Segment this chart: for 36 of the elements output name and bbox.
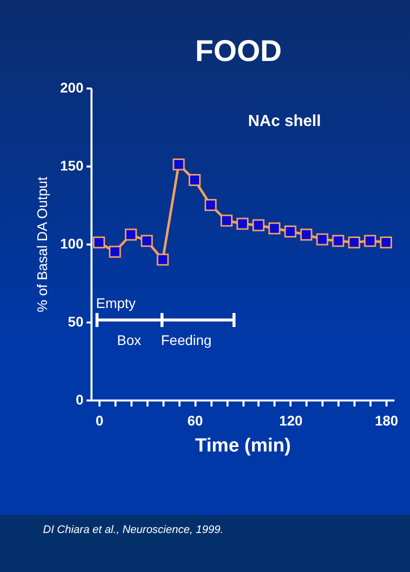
y-tick-label: 0 (76, 392, 84, 408)
chart-title: FOOD (195, 35, 282, 68)
point (124, 228, 137, 241)
y-tick-label: 100 (60, 236, 84, 252)
y-tick-label: 150 (60, 158, 84, 174)
annotation: Empty (96, 295, 136, 311)
annotation: NAc shell (248, 113, 321, 130)
point (156, 254, 169, 266)
annotation: Box (117, 332, 142, 348)
point (268, 222, 280, 234)
point (380, 236, 392, 248)
x-tick-label: 60 (187, 412, 204, 428)
point (252, 219, 264, 232)
point (108, 246, 121, 258)
x-tick-label: 180 (374, 412, 398, 428)
x-axis-title: Time (min) (195, 436, 291, 456)
y-tick-label: 50 (68, 314, 84, 330)
x-tick-label: 120 (279, 412, 303, 428)
y-axis-title: % of Basal DA Output (34, 176, 50, 312)
point (316, 233, 328, 246)
point (300, 228, 312, 241)
point (332, 234, 344, 247)
point (284, 226, 296, 238)
point (236, 218, 248, 230)
annotation: Feeding (161, 332, 212, 348)
point (364, 234, 376, 247)
point (348, 236, 360, 248)
y-tick-label: 200 (60, 80, 84, 96)
text: DI Chiara et al., Neuroscience, 1999. (43, 524, 224, 536)
point (140, 234, 153, 247)
point (92, 236, 105, 248)
point (220, 214, 233, 227)
point (172, 158, 185, 170)
x-tick-label: 0 (96, 412, 104, 428)
point (188, 174, 201, 186)
point (204, 199, 217, 211)
